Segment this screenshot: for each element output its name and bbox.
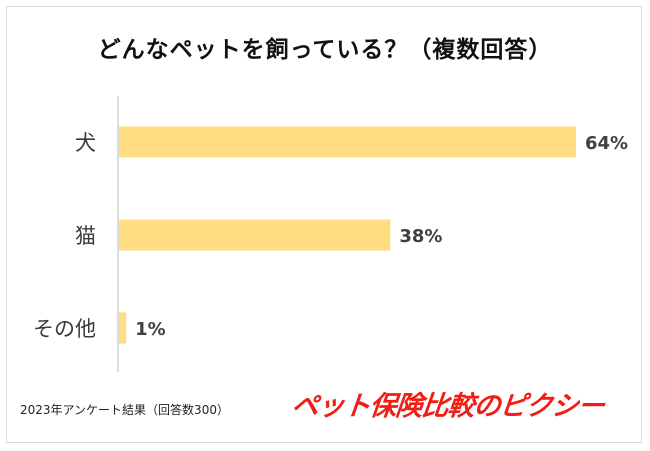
brand-logo: ペット保険比較のピクシー: [290, 391, 606, 422]
category-label-0: 犬: [75, 131, 96, 155]
survey-note: 2023年アンケート結果（回答数300）: [20, 403, 229, 417]
category-label-1: 猫: [75, 224, 96, 248]
value-label-1: 38%: [399, 226, 442, 247]
value-label-0: 64%: [585, 133, 628, 154]
category-label-2: その他: [33, 317, 96, 341]
value-label-2: 1%: [135, 319, 166, 340]
chart-title: どんなペットを飼っている？（複数回答）: [97, 37, 553, 63]
bar-1: [119, 219, 391, 251]
bar-2: [119, 312, 127, 344]
bar-0: [119, 126, 576, 158]
bars-layer: [119, 126, 576, 344]
value-labels-layer: 64% 38% 1%: [135, 133, 628, 340]
